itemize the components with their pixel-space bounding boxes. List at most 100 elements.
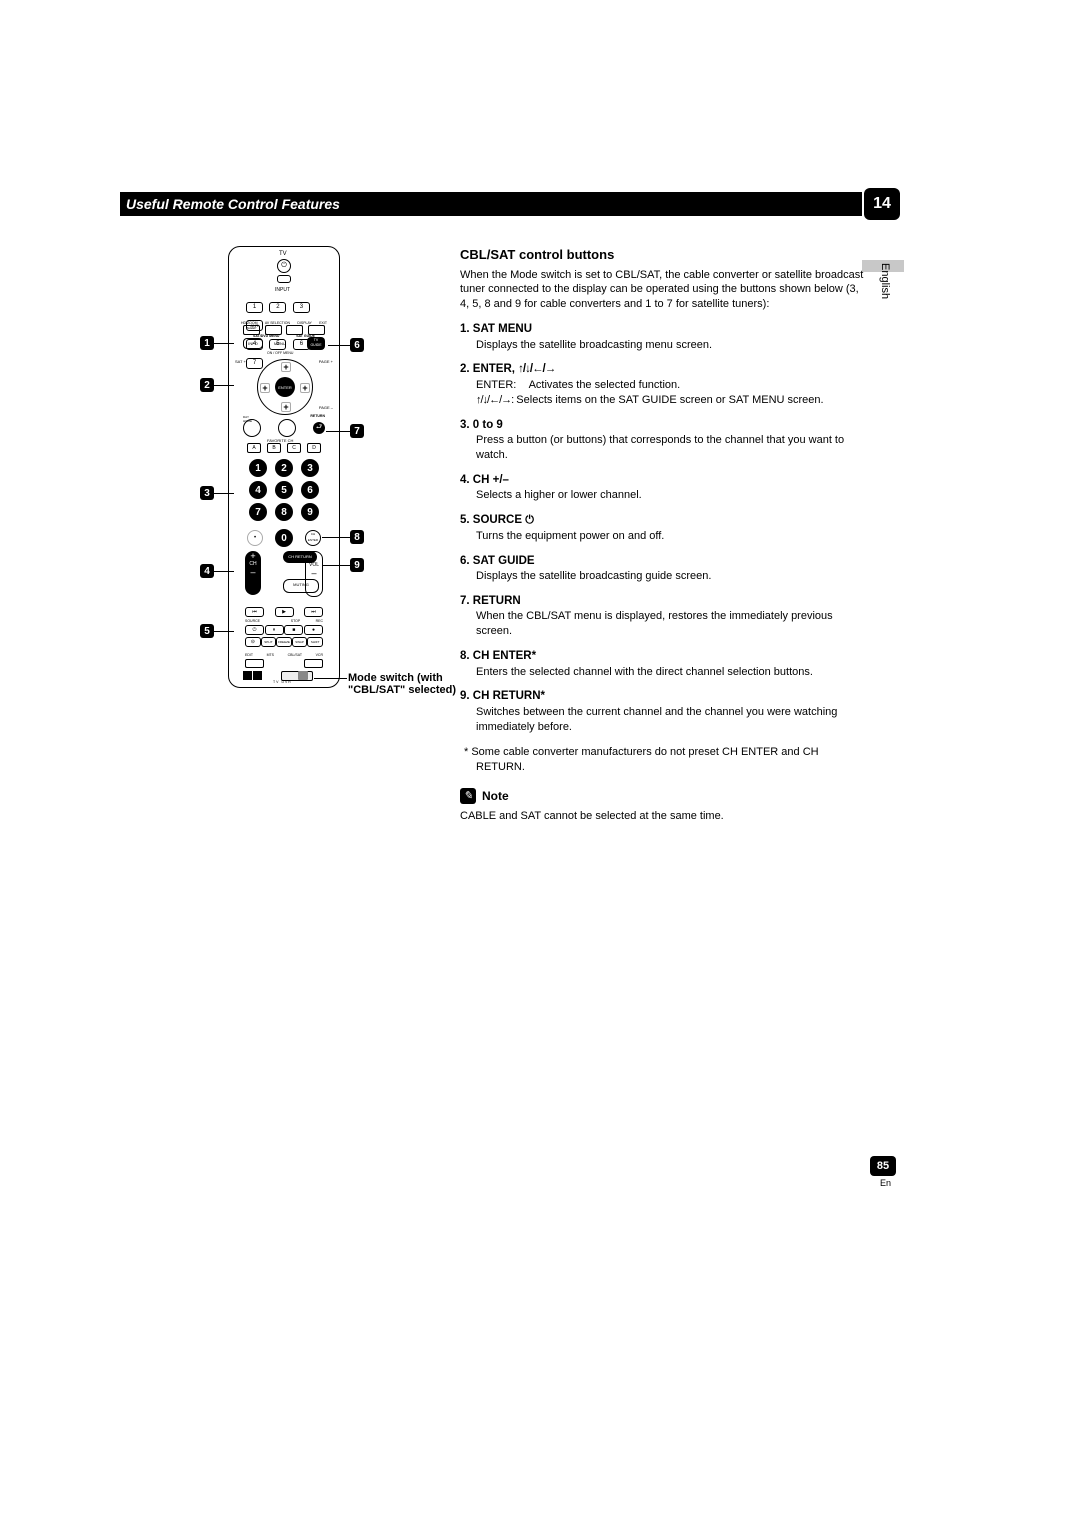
mode-switch-caption: Mode switch (with "CBL/SAT" selected): [348, 672, 458, 696]
item-6: 6. SAT GUIDE Displays the satellite broa…: [460, 554, 864, 584]
edit-label: EDIT: [245, 653, 253, 657]
item-num: 1.: [460, 323, 470, 335]
item-title-text: 0 to 9: [473, 419, 503, 431]
item-body: Press a button (or buttons) that corresp…: [476, 433, 864, 463]
item-title-text: CH ENTER*: [473, 650, 536, 662]
callout-6: 6: [350, 338, 364, 352]
enter-sublabel: ENTER:: [476, 379, 516, 391]
chapter-title-text: Useful Remote Control Features: [126, 196, 340, 212]
ch-pill: +CH–: [245, 551, 261, 595]
page-plus-label: PAGE +: [319, 359, 333, 364]
mid-below-button: [278, 419, 296, 437]
item-num: 2.: [460, 363, 470, 375]
callout-9: 9: [350, 558, 364, 572]
left-arrow-icon: +: [260, 383, 270, 393]
input-label: INPUT: [275, 287, 290, 293]
num-6: 6: [301, 481, 319, 499]
item-num: 3.: [460, 419, 470, 431]
remote-diagram: TV ⏻ INPUT 1 2 3 ANT 4 5 6 7 HD ZOOM AV …: [228, 246, 340, 688]
dayhome-button: [243, 419, 261, 437]
num-2: 2: [275, 459, 293, 477]
number-pad: 1 2 3 4 5 6 7 8 9: [249, 459, 323, 521]
stop-icon: ■: [284, 625, 303, 635]
callout-line: [322, 565, 350, 566]
callout-line: [214, 571, 234, 572]
down-arrow-icon: +: [281, 402, 291, 412]
item-5: 5. SOURCE ⏻ Turns the equipment power on…: [460, 513, 864, 543]
stop-label: STOP: [291, 619, 300, 623]
item-title-text: SAT GUIDE: [473, 555, 535, 567]
num-3: 3: [301, 459, 319, 477]
callout-line: [326, 431, 350, 432]
item-title-pre: ENTER,: [473, 363, 518, 375]
mts-button: [304, 659, 323, 668]
enter-button: ENTER: [275, 377, 295, 397]
item-num: 4.: [460, 474, 470, 486]
item-num: 5.: [460, 514, 470, 526]
callout-7: 7: [350, 424, 364, 438]
item-body: Turns the equipment power on and off.: [476, 529, 864, 544]
fav-b: B: [267, 443, 281, 453]
arrows-icon: ↑/↓/←/→: [518, 363, 555, 375]
fav-d: D: [307, 443, 321, 453]
dolby-icon: [243, 671, 263, 681]
sat-plus-label: SAT +: [235, 359, 246, 364]
item-num: 9.: [460, 690, 470, 702]
bottom-num-row: • 0 CHENTER: [247, 529, 321, 547]
item-body: Enters the selected channel with the dir…: [476, 665, 864, 680]
info-button: INFO: [243, 338, 263, 349]
caption-line: [314, 678, 347, 679]
page-lang: En: [880, 1178, 891, 1188]
dot-button: •: [247, 530, 263, 546]
item-title-text: SAT MENU: [473, 323, 532, 335]
return-button: ⮐: [313, 422, 325, 434]
callout-5: 5: [200, 624, 214, 638]
fav-a: A: [247, 443, 261, 453]
info-row: INFO MENU TVGUIDE: [243, 337, 325, 350]
cblsat-label: CBL/SAT: [288, 653, 302, 657]
power-icon: ⏻: [525, 514, 534, 526]
ch-return-button: CH RETURN: [283, 551, 317, 563]
rew-icon: ⏮: [245, 607, 264, 617]
note-label: Note: [482, 788, 509, 804]
enter-subtext: Activates the selected function.: [529, 379, 681, 391]
edit-button: [245, 659, 264, 668]
page-number-text: 85: [877, 1160, 889, 1172]
callout-line: [214, 343, 234, 344]
item-body: Displays the satellite broadcasting guid…: [476, 569, 864, 584]
power-sub-button: [277, 275, 291, 283]
rec-label: REC: [316, 619, 323, 623]
transport-block: ⏮ ▶ ⏭ SOURCE STOP REC ⏻ ⏸ ■ ● ⊝ SPLIT FR…: [245, 607, 323, 649]
item-3: 3. 0 to 9 Press a button (or buttons) th…: [460, 418, 864, 463]
item-num: 7.: [460, 595, 470, 607]
edit-label-row: EDIT MTS CBL/SAT VCR: [245, 653, 323, 657]
ff-icon: ⏭: [304, 607, 323, 617]
item-title-pre: SOURCE: [473, 514, 525, 526]
arrows-sublabel: ↑/↓/←/→:: [476, 394, 513, 406]
swap-button: SWAP: [292, 637, 308, 647]
item-title-text: CH RETURN*: [473, 690, 545, 702]
page-minus-label: PAGE –: [319, 405, 333, 410]
input-7: 7: [246, 358, 263, 369]
edit-row: [245, 659, 323, 668]
play-icon: ▶: [275, 607, 294, 617]
mode-knob: [298, 671, 308, 680]
item-9: 9. CH RETURN* Switches between the curre…: [460, 689, 864, 734]
callout-2: 2: [200, 378, 214, 392]
item-num: 8.: [460, 650, 470, 662]
shift-button: SHIFT: [307, 637, 323, 647]
num-5: 5: [275, 481, 293, 499]
up-arrow-icon: +: [281, 362, 291, 372]
callout-line: [214, 385, 234, 386]
num-7: 7: [249, 503, 267, 521]
item-body: Switches between the current channel and…: [476, 705, 864, 735]
right-arrow-icon: +: [300, 383, 310, 393]
menu-button: MENU: [274, 338, 296, 349]
num-8: 8: [275, 503, 293, 521]
tv-label: TV: [279, 251, 287, 257]
dpad: + + + + ENTER: [257, 359, 313, 415]
fav-row: A B C D: [247, 443, 321, 453]
vol-ch-box: +CH– +VOL– CH RETURN MUTING: [245, 551, 323, 597]
intro-text: When the Mode switch is set to CBL/SAT, …: [460, 268, 864, 313]
note-icon: ✎: [460, 788, 476, 804]
